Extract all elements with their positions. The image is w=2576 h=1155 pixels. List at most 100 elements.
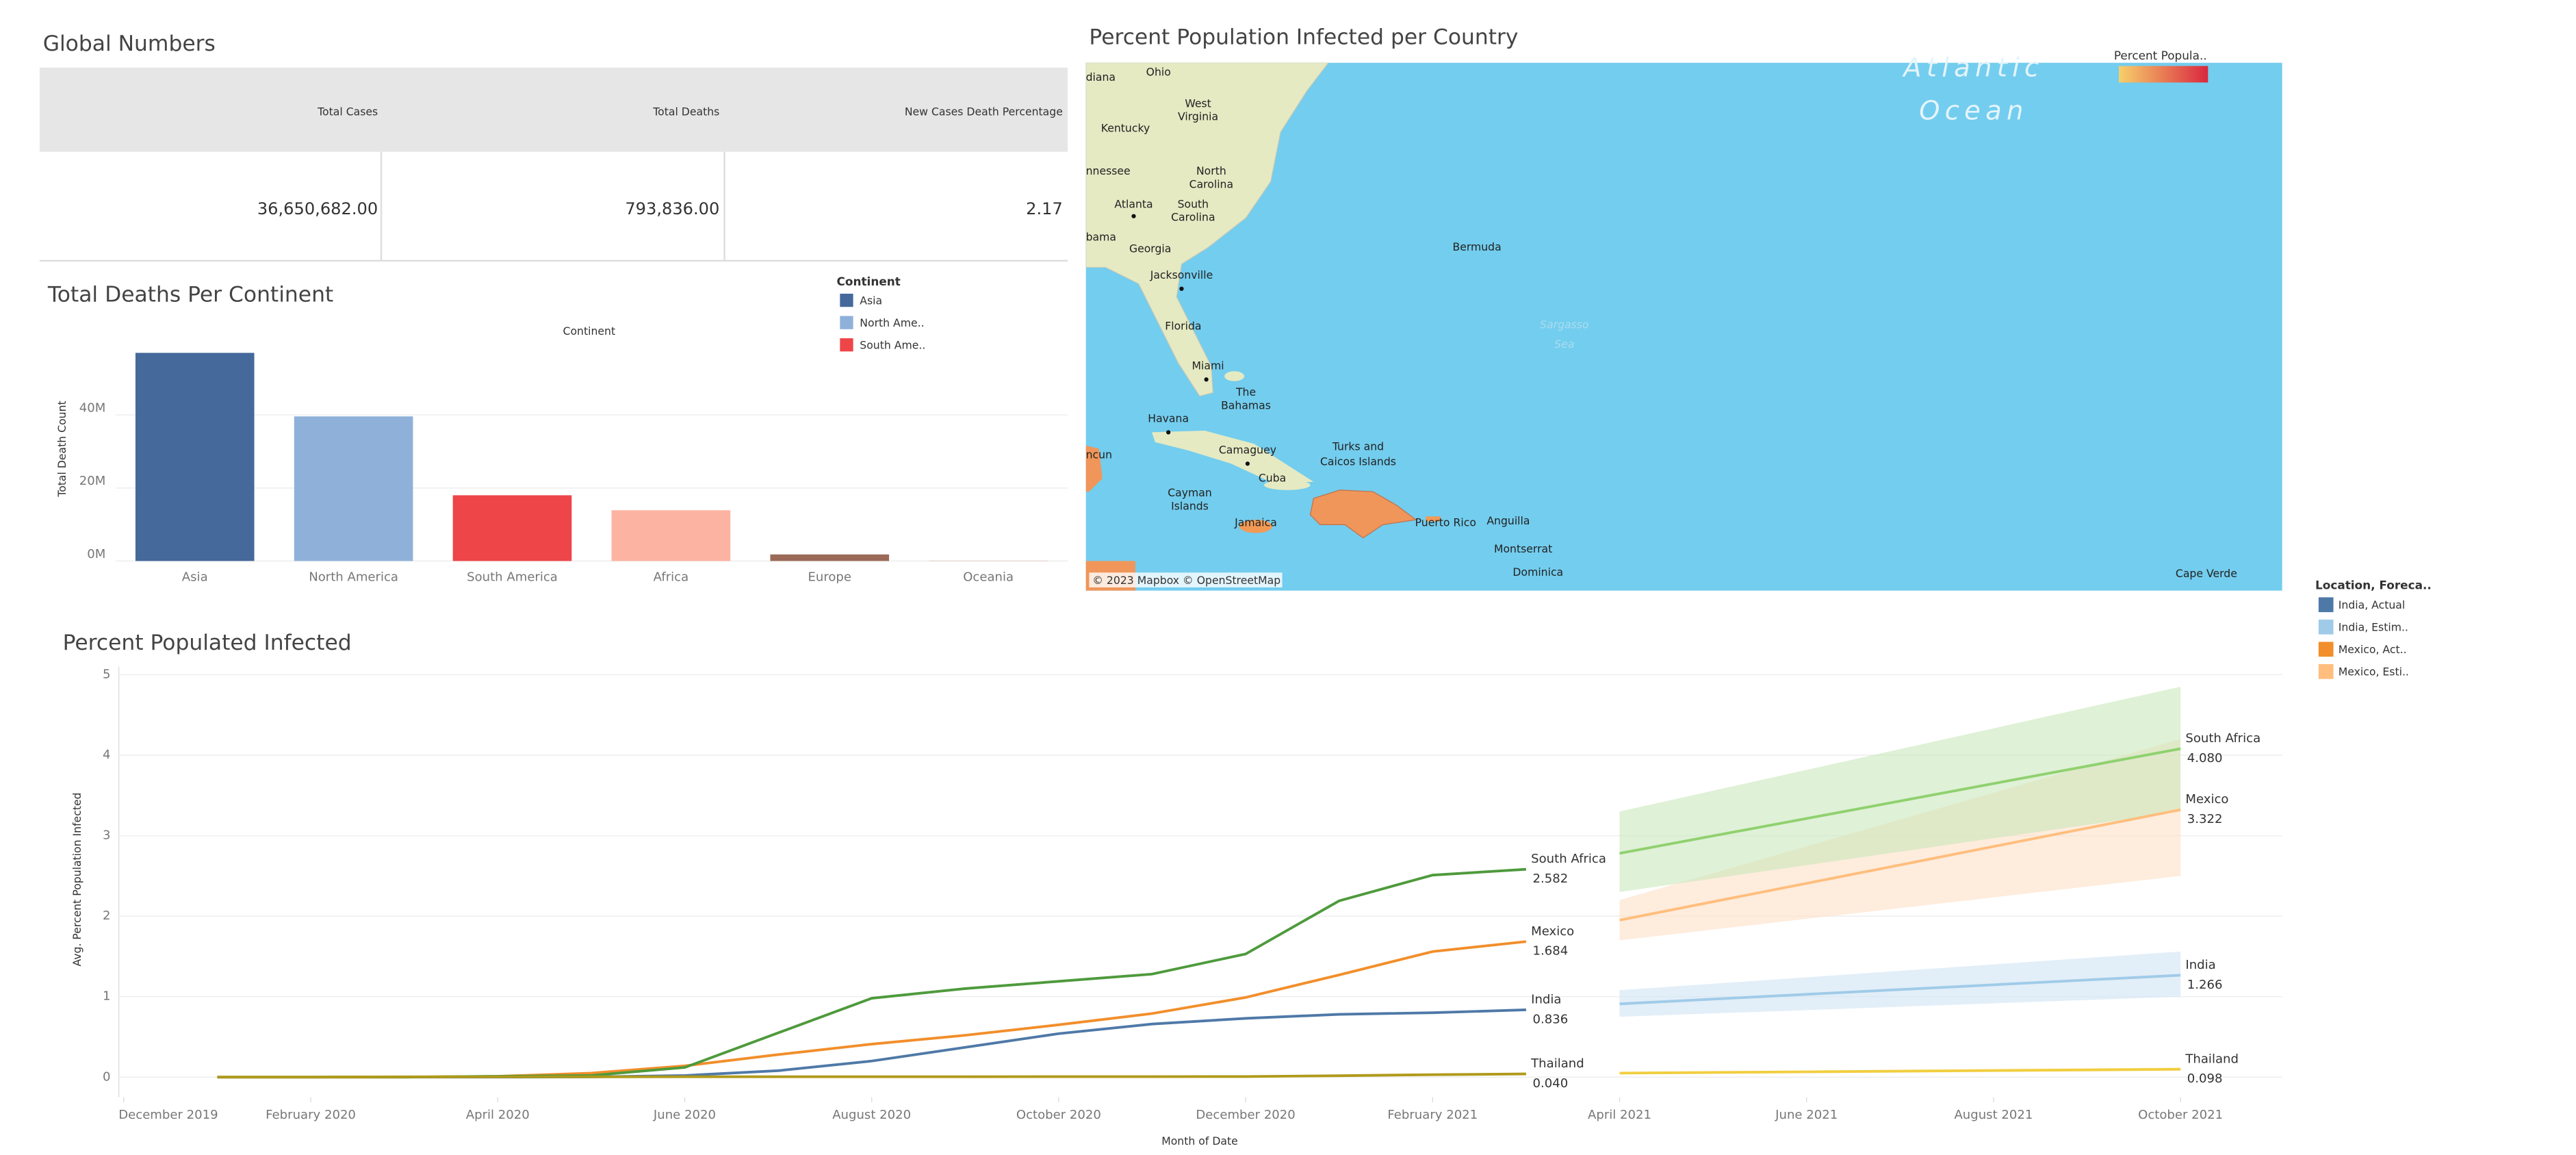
y-axis-label: Total Death Count: [55, 401, 68, 497]
place-label: bama: [1086, 231, 1116, 244]
place-label: Ohio: [1146, 66, 1171, 79]
series-line: [1619, 1067, 2181, 1075]
place-label: Cayman: [1168, 486, 1212, 499]
place-label: North: [1196, 164, 1226, 177]
place-label: West: [1185, 97, 1211, 110]
value-label: 1.684: [1533, 944, 1569, 959]
legend-label: India, Actual: [2339, 598, 2405, 611]
x-tick-label: August 2020: [832, 1108, 911, 1122]
y-tick-label: 3: [103, 828, 111, 843]
series-line: [1619, 808, 2181, 922]
place-label: Virginia: [1178, 110, 1218, 123]
land: [1152, 431, 1314, 484]
bar: [452, 495, 572, 561]
column-header: New Cases Death Percentage: [905, 105, 1063, 118]
legend-label: North Ame..: [860, 316, 924, 329]
place-label: Caicos Islands: [1320, 455, 1396, 468]
table-cell: 36,650,682.00: [257, 199, 378, 218]
place-label: Cuba: [1259, 471, 1286, 484]
legend-title: Location, Foreca..: [2315, 579, 2432, 592]
x-axis-label: Month of Date: [1161, 1134, 1238, 1147]
place-label: Bahamas: [1221, 398, 1271, 411]
attribution-bg: [1089, 572, 1283, 587]
place-label: Georgia: [1129, 242, 1171, 255]
land: [1085, 62, 1329, 397]
x-tick-label: Oceania: [963, 570, 1014, 585]
x-tick-label: December 2019: [118, 1108, 218, 1122]
land: [1224, 371, 1245, 381]
place-label: Miami: [1192, 359, 1224, 372]
x-header: Continent: [563, 325, 616, 338]
y-tick-label: 0M: [87, 547, 105, 561]
place-label: Kentucky: [1101, 121, 1150, 134]
confidence-band: [1619, 951, 2181, 1017]
x-tick-label: April 2020: [466, 1108, 530, 1122]
table-header-bg: [39, 67, 1068, 152]
place-label: Turks and: [1332, 440, 1384, 453]
legend-title: Percent Popula..: [2114, 49, 2207, 62]
place-label: Camaguey: [1219, 443, 1276, 456]
y-tick-label: 2: [103, 909, 111, 923]
place-label: Puerto Rico: [1415, 516, 1476, 529]
legend-label: Asia: [860, 294, 882, 307]
value-label: 2.582: [1533, 872, 1569, 886]
color-legend: [2119, 66, 2208, 83]
value-label: 0.098: [2187, 1071, 2223, 1086]
series-line: [217, 867, 1527, 1079]
x-tick-label: South America: [467, 570, 558, 585]
place-label: Florida: [1165, 320, 1201, 333]
legend-swatch: [840, 316, 853, 329]
place-label: Anguilla: [1486, 514, 1530, 527]
place-label: Atlantic: [1901, 53, 2044, 84]
place-label: South: [1178, 197, 1209, 210]
place-label: Jamaica: [1234, 516, 1277, 529]
place-label: Dominica: [1512, 566, 1563, 579]
value-label: 0.836: [1533, 1012, 1569, 1026]
x-tick-label: Asia: [182, 570, 208, 585]
value-label: 4.080: [2187, 751, 2223, 765]
legend-label: Mexico, Esti..: [2339, 665, 2409, 678]
place-label: Carolina: [1189, 177, 1233, 190]
value-label: 1.266: [2187, 978, 2223, 992]
bar: [294, 416, 413, 561]
country-shape: [1239, 520, 1273, 533]
country-shape: [1426, 516, 1441, 522]
legend-swatch: [840, 338, 853, 352]
bar: [135, 353, 255, 561]
legend-swatch: [2318, 619, 2334, 635]
legend-swatch: [2318, 642, 2334, 657]
land: [1264, 480, 1311, 490]
y-tick-label: 5: [103, 667, 111, 681]
legend-label: India, Estim..: [2339, 621, 2408, 634]
x-tick-label: December 2020: [1196, 1108, 1295, 1122]
bar: [611, 510, 731, 561]
place-label: The: [1235, 385, 1256, 398]
y-tick-label: 1: [103, 989, 111, 1004]
chart-title: Percent Population Infected per Country: [1089, 25, 1518, 49]
map: [1085, 62, 2282, 591]
chart-title: Percent Populated Infected: [63, 631, 352, 655]
end-label: India: [2185, 958, 2215, 972]
end-label: South Africa: [2185, 731, 2261, 746]
section-title: Global Numbers: [43, 31, 216, 56]
ocean: [1085, 62, 2282, 591]
end-label: Mexico: [2185, 792, 2228, 807]
place-label: Montserrat: [1494, 542, 1552, 555]
x-tick-label: February 2021: [1387, 1108, 1478, 1122]
place-label: Jacksonville: [1150, 268, 1213, 281]
table-cell: 2.17: [1026, 199, 1063, 218]
series-line: [1619, 747, 2181, 855]
y-tick-label: 20M: [79, 474, 106, 488]
table-cell: 793,836.00: [625, 199, 719, 218]
x-tick-label: Africa: [654, 570, 689, 585]
x-tick-label: June 2021: [1775, 1108, 1838, 1122]
place-label: Bermuda: [1452, 240, 1501, 253]
bar: [770, 554, 890, 561]
legend-swatch: [2318, 664, 2334, 679]
y-tick-label: 0: [103, 1069, 111, 1084]
series-line: [217, 1072, 1526, 1079]
y-axis-label: Avg. Percent Population Infected: [70, 793, 83, 967]
